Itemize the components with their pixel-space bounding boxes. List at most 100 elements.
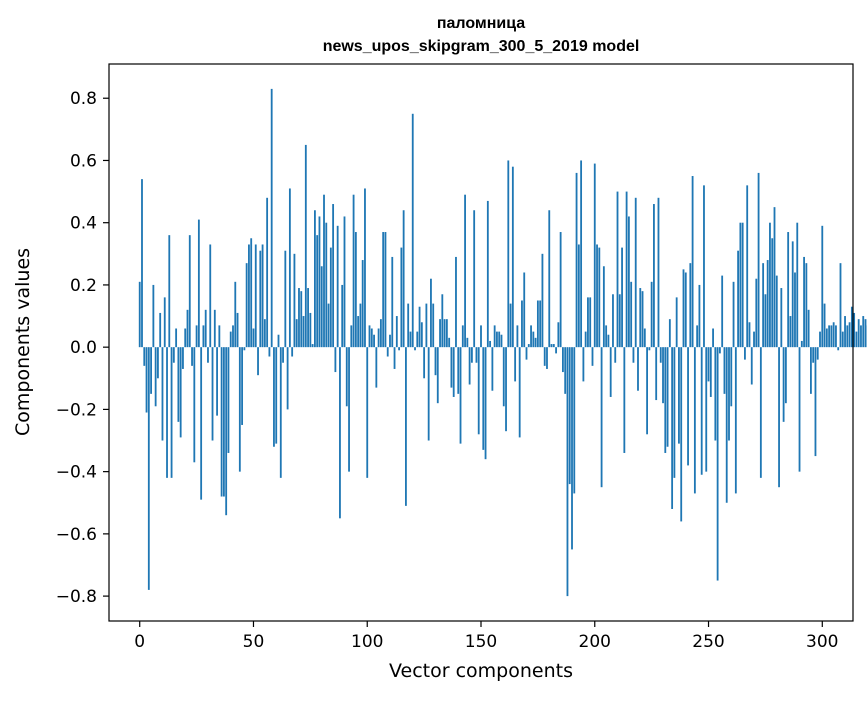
bar: [501, 335, 503, 347]
bar: [414, 347, 416, 350]
bar: [862, 316, 864, 347]
bar: [819, 332, 821, 348]
bar: [767, 260, 769, 347]
bar: [551, 344, 553, 347]
bar: [223, 347, 225, 496]
bar: [428, 347, 430, 440]
bar: [603, 266, 605, 347]
bar: [373, 335, 375, 347]
bar: [619, 294, 621, 347]
bar: [391, 257, 393, 347]
bar: [746, 185, 748, 347]
bar: [724, 347, 726, 394]
bar: [592, 347, 594, 366]
bar: [478, 347, 480, 434]
bar: [237, 313, 239, 347]
bar: [751, 347, 753, 384]
x-tick-label: 0: [134, 632, 145, 652]
bar: [844, 316, 846, 347]
bar: [840, 263, 842, 347]
bar: [339, 347, 341, 518]
bar: [628, 216, 630, 347]
bar: [849, 322, 851, 347]
bar: [312, 344, 314, 347]
bar: [275, 347, 277, 443]
y-tick-label: −0.6: [56, 525, 97, 545]
bar: [291, 347, 293, 356]
bar: [737, 251, 739, 347]
bar: [187, 310, 189, 347]
bar: [455, 257, 457, 347]
bar: [489, 341, 491, 347]
bar: [439, 319, 441, 347]
bar: [596, 244, 598, 347]
bar: [744, 347, 746, 359]
bar: [355, 232, 357, 347]
bar: [573, 347, 575, 493]
x-tick-label: 150: [465, 632, 497, 652]
bar: [155, 347, 157, 406]
bar: [403, 210, 405, 347]
bar: [453, 347, 455, 397]
bar: [557, 322, 559, 347]
bar: [601, 347, 603, 487]
bar: [425, 304, 427, 348]
bar: [780, 288, 782, 347]
bar: [758, 173, 760, 347]
bar: [683, 269, 685, 347]
bar: [212, 347, 214, 440]
bar: [728, 347, 730, 440]
bar: [835, 325, 837, 347]
bar: [139, 282, 141, 347]
bar: [262, 244, 264, 347]
bar: [689, 263, 691, 347]
bar: [300, 291, 302, 347]
bar: [389, 335, 391, 347]
bar: [621, 248, 623, 348]
bar: [648, 347, 650, 350]
bar: [350, 325, 352, 347]
bar: [705, 347, 707, 471]
y-tick-label: 0.8: [70, 89, 97, 109]
bar: [423, 347, 425, 378]
bar: [799, 347, 801, 471]
bar: [246, 263, 248, 347]
bar: [694, 347, 696, 493]
bar: [589, 297, 591, 347]
bar: [284, 251, 286, 347]
bar: [548, 210, 550, 347]
bar: [357, 316, 359, 347]
bar: [380, 319, 382, 347]
bar: [259, 251, 261, 347]
bar: [660, 347, 662, 363]
bar: [360, 304, 362, 348]
bar: [774, 207, 776, 347]
bar: [532, 332, 534, 348]
bar: [157, 347, 159, 378]
bar: [776, 276, 778, 348]
bar: [294, 254, 296, 347]
bar: [796, 223, 798, 347]
bar: [537, 300, 539, 347]
bar: [280, 347, 282, 478]
bar: [441, 294, 443, 347]
bar: [507, 160, 509, 347]
bar: [273, 347, 275, 447]
bar: [542, 254, 544, 347]
bar: [173, 347, 175, 363]
bar: [207, 347, 209, 363]
bar: [348, 347, 350, 471]
bar: [309, 313, 311, 347]
bar: [469, 347, 471, 384]
bar: [783, 347, 785, 422]
bar: [305, 145, 307, 347]
bar: [221, 347, 223, 496]
bar: [476, 347, 478, 363]
bar: [480, 325, 482, 347]
bar: [268, 347, 270, 356]
bar: [253, 329, 255, 348]
bar: [464, 195, 466, 347]
bar: [307, 288, 309, 347]
bar: [617, 192, 619, 348]
